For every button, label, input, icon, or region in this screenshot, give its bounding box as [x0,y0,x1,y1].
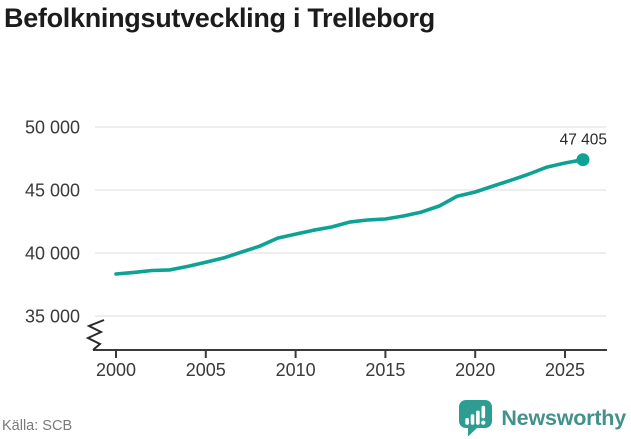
x-axis-tick-label: 2015 [365,360,405,380]
chart-title: Befolkningsutveckling i Trelleborg [4,3,435,33]
brand-wordmark: Newsworthy [501,405,626,430]
y-axis-tick-label: 35 000 [25,307,80,327]
y-axis-tick-label: 45 000 [25,181,80,201]
line-chart: 50 000 45 000 40 000 35 000 2000 2005 2010 2015… [25,118,607,380]
y-axis-tick-label: 50 000 [25,118,80,138]
source-note: Källa: SCB [2,418,73,434]
latest-value-label: 47 405 [560,132,607,149]
x-axis-tick-label: 2000 [96,360,136,380]
x-axis-tick-label: 2005 [186,360,226,380]
axis-break-icon [85,319,105,351]
x-axis-tick-label: 2025 [545,360,585,380]
newsworthy-bubble-chart-icon [459,400,493,437]
x-axis-tick-label: 2020 [455,360,495,380]
x-axis-tick-label: 2010 [276,360,316,380]
latest-value-marker [576,153,590,167]
y-axis-tick-label: 40 000 [25,244,80,264]
newsworthy-logo: Newsworthy [458,399,626,437]
population-line-series [114,157,585,276]
